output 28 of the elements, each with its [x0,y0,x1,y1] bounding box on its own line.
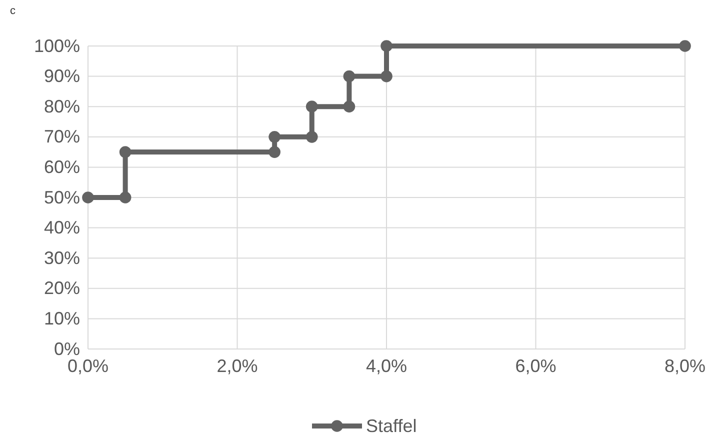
point [82,192,94,204]
x-tick-label: 2,0% [216,356,258,376]
y-tick-label: 60% [44,156,80,177]
y-tick-label: 10% [44,308,80,328]
x-tick-label: 6,0% [515,356,556,376]
y-tick-label: 50% [44,187,80,208]
point [119,146,132,158]
point [679,40,691,52]
y-tick-label: 80% [44,96,80,116]
y-tick-label: 70% [44,126,80,147]
y-tick-label: 40% [44,218,80,238]
point [343,100,356,113]
point [119,192,132,204]
point [306,100,318,113]
x-tick-label: 8,0% [664,356,706,376]
point [268,146,280,158]
y-tick-label: 30% [44,248,80,268]
point [268,130,280,143]
x-tick-label: 4,0% [366,356,408,376]
legend-label: Staffel [366,416,417,436]
chart-title: c [10,5,16,17]
y-tick-label: 90% [44,66,80,86]
y-tick-label: 20% [44,278,80,298]
y-tick-label: 100% [34,36,80,56]
point [380,70,392,82]
point [306,130,318,143]
point [343,70,356,82]
point [380,40,392,52]
